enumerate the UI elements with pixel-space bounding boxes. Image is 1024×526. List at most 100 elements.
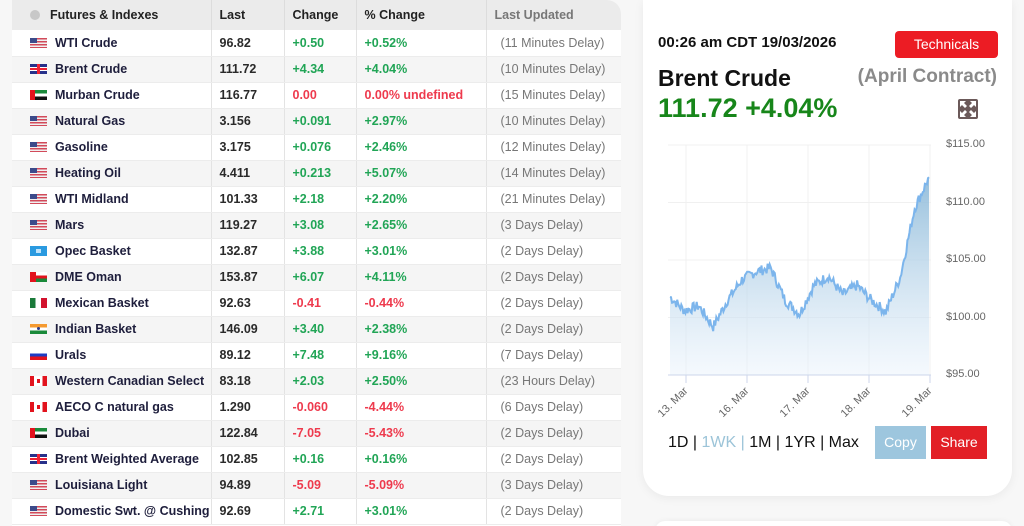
- instrument-cell[interactable]: AECO C natural gas: [12, 394, 212, 421]
- instrument-name[interactable]: Mexican Basket: [55, 296, 149, 310]
- range-1wk[interactable]: 1WK: [701, 434, 737, 451]
- instrument-name[interactable]: Opec Basket: [55, 244, 131, 258]
- header-last-updated[interactable]: Last Updated: [494, 8, 574, 22]
- instrument-name[interactable]: WTI Crude: [55, 35, 118, 50]
- instrument-cell[interactable]: Opec Basket: [12, 238, 212, 265]
- instrument-cell[interactable]: Louisiana Light: [12, 472, 212, 499]
- last-updated: (12 Minutes Delay): [486, 134, 621, 161]
- header-last[interactable]: Last: [211, 0, 285, 30]
- pct-change-value: -4.44%: [356, 394, 487, 421]
- instrument-cell[interactable]: Indian Basket: [12, 316, 212, 343]
- last-updated: (2 Days Delay): [486, 264, 621, 291]
- instrument-cell[interactable]: DME Oman: [12, 264, 212, 291]
- instrument-name[interactable]: Indian Basket: [55, 322, 137, 336]
- instrument-cell[interactable]: WTI Midland: [12, 186, 212, 213]
- flag-us-icon: [30, 116, 47, 126]
- flag-us-icon: [30, 480, 47, 490]
- instrument-cell[interactable]: Mars: [12, 212, 212, 239]
- instrument-name[interactable]: WTI Midland: [55, 192, 129, 206]
- last-updated: (3 Days Delay): [486, 212, 621, 239]
- instrument-name[interactable]: Louisiana Light: [55, 478, 148, 492]
- table-row[interactable]: Opec Basket 132.87 +3.88 +3.01% (2 Days Dela…: [12, 238, 621, 265]
- instrument-name[interactable]: Heating Oil: [55, 166, 121, 180]
- instrument-name[interactable]: Mars: [55, 218, 85, 232]
- last-price: 89.12: [211, 342, 285, 369]
- y-axis-label: $95.00: [946, 368, 980, 380]
- last-price: 92.69: [211, 498, 285, 525]
- instrument-name[interactable]: Murban Crude: [55, 88, 140, 102]
- instrument-name[interactable]: Brent Weighted Average: [55, 452, 200, 466]
- range-selector: 1D | 1WK | 1M | 1YR | Max: [668, 434, 859, 452]
- instrument-cell[interactable]: Natural Gas: [12, 108, 212, 135]
- table-row[interactable]: WTI Midland 101.33 +2.18 +2.20% (21 Minutes …: [12, 186, 621, 213]
- instrument-cell[interactable]: Western Canadian Select: [12, 368, 212, 395]
- table-row[interactable]: Mexican Basket 92.63 -0.41 -0.44% (2 Days De…: [12, 290, 621, 317]
- instrument-name[interactable]: Western Canadian Select: [55, 374, 205, 388]
- table-row[interactable]: Western Canadian Select 83.18 +2.03 +2.50%(…: [12, 368, 621, 395]
- instrument-cell[interactable]: Mexican Basket: [12, 290, 212, 317]
- instrument-cell[interactable]: Murban Crude: [12, 82, 212, 109]
- instrument-cell[interactable]: Brent Weighted Average: [12, 446, 212, 473]
- table-row[interactable]: Dubai 122.84 -7.05 -5.43% (2 Days Delay): [12, 420, 621, 447]
- instrument-name[interactable]: Domestic Swt. @ Cushing: [55, 504, 210, 518]
- instrument-name[interactable]: Natural Gas: [55, 114, 126, 128]
- pct-change-value: -0.44%: [356, 290, 487, 317]
- expand-arrows-icon[interactable]: [958, 99, 978, 119]
- header-change[interactable]: Change: [284, 0, 357, 30]
- instrument-name[interactable]: Gasoline: [55, 140, 108, 154]
- pct-change-value: -5.09%: [356, 472, 487, 499]
- table-row[interactable]: Natural Gas 3.156 +0.091 +2.97% (10 Minutes …: [12, 108, 621, 135]
- range-1m[interactable]: 1M: [749, 434, 772, 451]
- table-row[interactable]: Brent Weighted Average 102.85 +0.16 +0.16%(…: [12, 446, 621, 473]
- instrument-name[interactable]: Brent Crude: [55, 62, 128, 76]
- table-row[interactable]: Gasoline 3.175 +0.076 +2.46% (12 Minutes Del…: [12, 134, 621, 161]
- table-row[interactable]: Domestic Swt. @ Cushing 92.69 +2.71 +3.01%(…: [12, 498, 621, 525]
- copy-button[interactable]: Copy: [875, 426, 926, 459]
- table-row[interactable]: Urals 89.12 +7.48 +9.16% (7 Days Delay): [12, 342, 621, 369]
- pct-change-value: +0.52%: [356, 30, 487, 57]
- header-name[interactable]: Futures & Indexes: [12, 0, 212, 30]
- share-button[interactable]: Share: [931, 426, 987, 459]
- y-axis-label: $100.00: [946, 310, 986, 323]
- range-1yr[interactable]: 1YR: [784, 434, 816, 451]
- last-updated: (11 Minutes Delay): [486, 30, 621, 57]
- range-1d[interactable]: 1D: [668, 434, 689, 451]
- change-value: -0.060: [284, 394, 357, 421]
- change-value: +0.213: [284, 160, 357, 187]
- instrument-cell[interactable]: Gasoline: [12, 134, 212, 161]
- quote-timestamp: 00:26 am CDT 19/03/2026: [658, 34, 837, 51]
- instrument-cell[interactable]: WTI Crude: [12, 30, 212, 57]
- instrument-name[interactable]: DME Oman: [55, 270, 122, 284]
- table-row[interactable]: Brent Crude 111.72 +4.34 +4.04% (10 Minutes …: [12, 56, 621, 83]
- range-max[interactable]: Max: [828, 434, 859, 451]
- pct-change-value: +5.07%: [356, 160, 487, 187]
- table-row[interactable]: WTI Crude 96.82 +0.50 +0.52% (11 Minutes Del…: [12, 30, 621, 57]
- last-updated: (3 Days Delay): [486, 472, 621, 499]
- range-separator: |: [771, 434, 785, 451]
- table-row[interactable]: AECO C natural gas 1.290 -0.060 -4.44% (6 Da…: [12, 394, 621, 421]
- futures-table-panel: Futures & Indexes Last Change % Change L…: [12, 0, 621, 526]
- table-row[interactable]: Heating Oil 4.411 +0.213 +5.07% (14 Minutes …: [12, 160, 621, 187]
- flag-ru-icon: [30, 350, 47, 360]
- table-row[interactable]: DME Oman 153.87 +6.07 +4.11% (2 Days Delay): [12, 264, 621, 291]
- table-row[interactable]: Louisiana Light 94.89 -5.09 -5.09% (3 Days D…: [12, 472, 621, 499]
- technicals-button[interactable]: Technicals: [895, 31, 998, 58]
- instrument-cell[interactable]: Brent Crude: [12, 56, 212, 83]
- instrument-cell[interactable]: Urals: [12, 342, 212, 369]
- instrument-name[interactable]: Dubai: [55, 426, 90, 440]
- instrument-cell[interactable]: Domestic Swt. @ Cushing: [12, 498, 212, 525]
- instrument-name[interactable]: AECO C natural gas: [55, 400, 174, 414]
- flag-us-icon: [30, 168, 47, 178]
- table-row[interactable]: Indian Basket 146.09 +3.40 +2.38% (2 Days De…: [12, 316, 621, 343]
- instrument-cell[interactable]: Dubai: [12, 420, 212, 447]
- table-row[interactable]: Murban Crude 116.77 0.00 0.00% undefined (15…: [12, 82, 621, 109]
- last-updated: (6 Days Delay): [486, 394, 621, 421]
- instrument-name[interactable]: Urals: [55, 348, 87, 362]
- price-chart[interactable]: $95.00 $100.00 $105.00 $110.00 $115.00 13. M…: [643, 130, 1012, 430]
- y-axis-label: $110.00: [946, 195, 985, 208]
- table-row[interactable]: Mars 119.27 +3.08 +2.65% (3 Days Delay): [12, 212, 621, 239]
- instrument-cell[interactable]: Heating Oil: [12, 160, 212, 187]
- last-price: 102.85: [211, 446, 285, 473]
- header-pct-change[interactable]: % Change: [356, 0, 487, 30]
